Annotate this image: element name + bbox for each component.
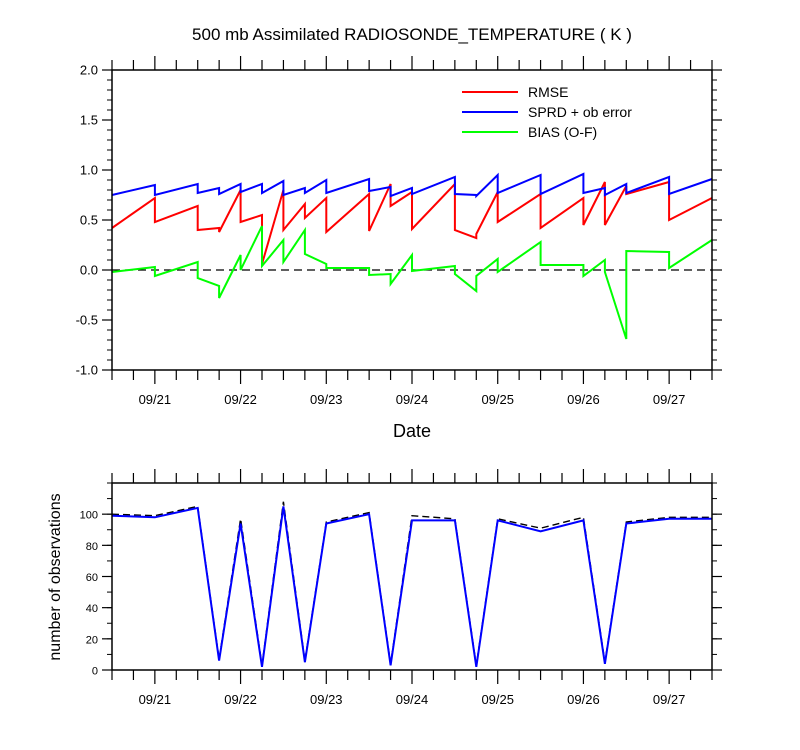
bot-xtick-label: 09/26 xyxy=(567,692,600,707)
bot-ytick-label: 40 xyxy=(86,603,98,615)
bot-xtick-label: 09/22 xyxy=(224,692,257,707)
legend-label-bias-o-f: BIAS (O-F) xyxy=(528,124,597,140)
top-ytick-label: 1.0 xyxy=(80,163,98,178)
top-ytick-label: 1.5 xyxy=(80,113,98,128)
bot-ytick-label: 80 xyxy=(86,541,98,553)
x-axis-label: Date xyxy=(393,421,431,441)
legend-label-rmse: RMSE xyxy=(528,84,568,100)
chart-title: 500 mb Assimilated RADIOSONDE_TEMPERATUR… xyxy=(192,25,632,44)
top-xtick-label: 09/27 xyxy=(653,392,686,407)
bot-xtick-label: 09/23 xyxy=(310,692,343,707)
top-series-bias-o-f xyxy=(111,225,713,340)
bot-xtick-label: 09/21 xyxy=(139,692,172,707)
bot-ytick-label: 100 xyxy=(80,510,98,522)
bot-ytick-label: 60 xyxy=(86,572,98,584)
top-xtick-label: 09/21 xyxy=(139,392,172,407)
y-axis-label-observations: number of observations xyxy=(47,493,64,660)
top-xtick-label: 09/25 xyxy=(481,392,514,407)
top-ytick-label: -1.0 xyxy=(76,363,98,378)
bot-series-assimilated xyxy=(111,506,712,668)
top-xtick-label: 09/26 xyxy=(567,392,600,407)
top-ytick-label: 0.0 xyxy=(80,263,98,278)
top-xtick-label: 09/23 xyxy=(310,392,343,407)
bot-xtick-label: 09/24 xyxy=(396,692,429,707)
top-panel: 500 mb Assimilated RADIOSONDE_TEMPERATUR… xyxy=(76,25,722,441)
legend-label-sprd-ob-error: SPRD + ob error xyxy=(528,104,632,120)
top-series-sprd-ob-error xyxy=(111,172,713,199)
bot-ytick-label: 0 xyxy=(92,666,98,678)
top-ytick-label: -0.5 xyxy=(76,313,98,328)
top-ytick-label: 2.0 xyxy=(80,63,98,78)
top-ytick-label: 0.5 xyxy=(80,213,98,228)
top-xtick-label: 09/24 xyxy=(396,392,429,407)
bot-xtick-label: 09/27 xyxy=(653,692,686,707)
bot-xtick-label: 09/25 xyxy=(481,692,514,707)
legend: RMSE SPRD + ob error BIAS (O-F) xyxy=(462,84,632,140)
bottom-panel: 0 20 40 60 80 100 09/21 09/22 09/23 09/24 09/25 09/… xyxy=(47,469,722,707)
top-xtick-label: 09/22 xyxy=(224,392,257,407)
bot-ytick-label: 20 xyxy=(86,634,98,646)
